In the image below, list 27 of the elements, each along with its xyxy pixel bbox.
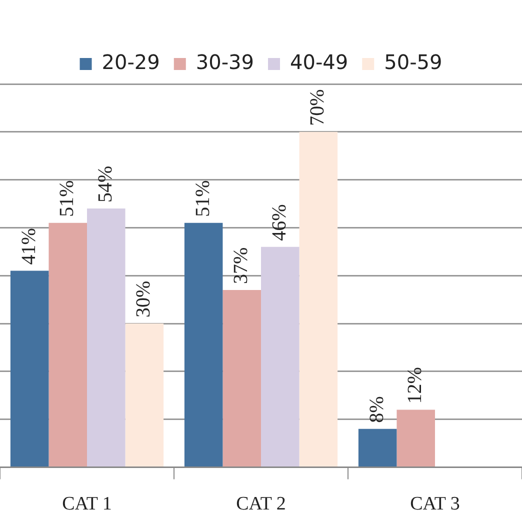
legend-label: 20-29 xyxy=(102,50,160,74)
data-label: 46% xyxy=(268,204,290,241)
bar xyxy=(358,428,397,466)
data-label: 8% xyxy=(366,396,388,423)
data-label: 51% xyxy=(56,180,78,217)
x-tick-label: CAT 2 xyxy=(236,494,286,515)
legend-label: 50-59 xyxy=(384,50,442,74)
bar xyxy=(184,222,223,466)
data-label: 37% xyxy=(230,247,252,284)
data-label: 12% xyxy=(404,367,426,404)
data-label: 41% xyxy=(18,228,40,265)
bar xyxy=(87,208,126,466)
bar xyxy=(299,132,338,466)
x-tick-label: CAT 1 xyxy=(62,494,112,515)
legend-label: 30-39 xyxy=(196,50,254,74)
bar xyxy=(125,324,164,466)
data-label: 51% xyxy=(192,180,214,217)
data-label: 70% xyxy=(306,89,329,126)
legend-label: 40-49 xyxy=(290,50,348,74)
data-label: 30% xyxy=(132,280,155,318)
bar xyxy=(48,222,87,466)
bar xyxy=(10,270,49,466)
bar xyxy=(261,246,300,466)
bar xyxy=(396,410,435,466)
x-tick-label: CAT 3 xyxy=(410,494,460,515)
bar xyxy=(222,290,261,466)
data-label: 54% xyxy=(94,166,116,203)
